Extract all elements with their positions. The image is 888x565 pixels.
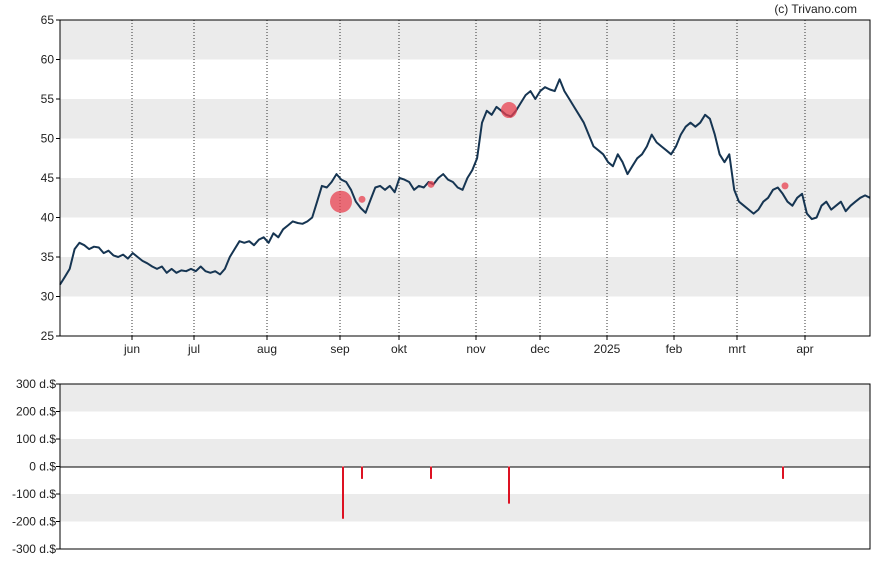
x-tick-label: nov [466,342,485,356]
price-plot-frame [59,19,871,337]
transaction-chart: 300 d.$ 200 d.$ 100 d.$ 0 d.$ -100 d.$ -200 d… [12,377,871,556]
transaction-grid-bands [60,384,870,522]
grid-band [60,384,870,412]
x-tick-label: okt [391,342,408,356]
price-line [59,78,871,286]
insider-marker [358,195,366,203]
y-tick-label: 30 [41,290,55,304]
x-tick-label: 2025 [594,342,621,356]
y-tick-label: 100 d.$ [16,432,56,446]
grid-band [60,20,870,60]
grid-band [60,99,870,139]
y-tick-label: 45 [41,171,55,185]
insider-marker [427,180,435,188]
x-tick-label: sep [330,342,350,356]
price-grid-bands [60,20,870,297]
transaction-plot-frame [59,383,871,550]
y-tick-label: 0 d.$ [29,460,56,474]
y-tick-label: 200 d.$ [16,405,56,419]
y-tick-label: 300 d.$ [16,377,56,391]
insider-marker [330,190,352,213]
y-tick-label: -200 d.$ [12,515,56,529]
credit-text: (c) Trivano.com [774,2,857,16]
y-tick-label: 40 [41,211,55,225]
x-tick-label: jul [187,342,200,356]
y-tick-label: 55 [41,92,55,106]
x-tick-label: dec [530,342,549,356]
x-tick-label: mrt [728,342,746,356]
transaction-bars [342,466,784,519]
y-tick-label: 50 [41,132,55,146]
grid-band [60,494,870,522]
insider-markers [330,102,789,213]
y-tick-label: -100 d.$ [12,487,56,501]
y-tick-label: 35 [41,250,55,264]
price-chart: 25 30 35 40 45 50 55 60 65 jun jul aug sep okt nov dec… [41,13,871,356]
month-axis: jun jul aug sep okt nov dec 2025 feb mrt apr [123,336,814,356]
y-tick-label: 25 [41,329,55,343]
insider-marker [501,102,517,119]
x-tick-label: jun [123,342,140,356]
x-tick-label: apr [796,342,813,356]
x-tick-label: feb [666,342,683,356]
price-y-axis: 25 30 35 40 45 50 55 60 65 [41,13,60,343]
y-tick-label: 65 [41,13,55,27]
grid-band [60,439,870,467]
grid-band [60,257,870,297]
y-tick-label: -300 d.$ [12,542,56,556]
transaction-y-axis: 300 d.$ 200 d.$ 100 d.$ 0 d.$ -100 d.$ -200 d… [12,377,60,556]
insider-marker [781,182,789,190]
x-tick-label: aug [257,342,277,356]
y-tick-label: 60 [41,53,55,67]
